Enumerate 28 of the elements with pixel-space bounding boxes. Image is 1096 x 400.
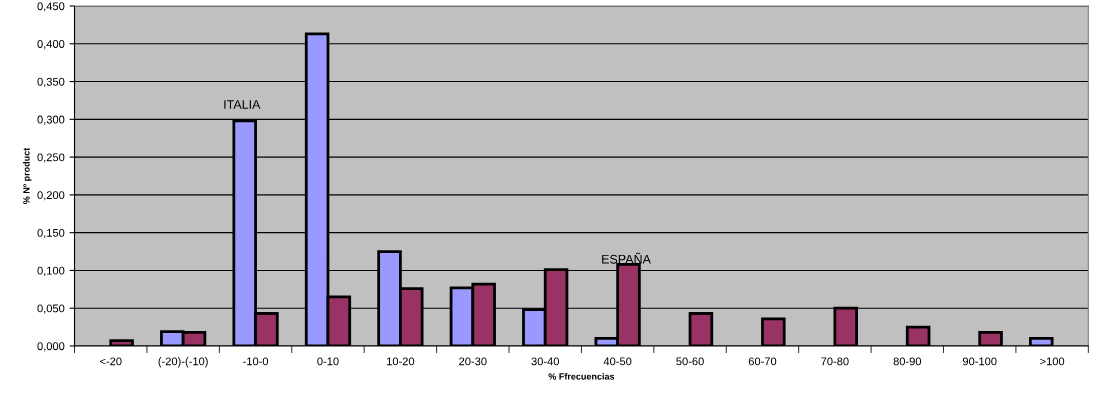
y-tick-label: 0,050 xyxy=(37,304,65,314)
x-tick-label: 90-100 xyxy=(962,357,997,366)
x-tick-label: <-20 xyxy=(100,357,122,366)
x-tick-label: 70-80 xyxy=(821,357,849,366)
y-tick-label: 0,000 xyxy=(37,342,65,352)
x-tick-label: 50-60 xyxy=(676,357,704,366)
x-tick-label: 30-40 xyxy=(531,357,559,366)
y-tick-label: 0,250 xyxy=(37,153,65,163)
y-axis-title: % Nº product xyxy=(23,147,32,204)
x-tick-label: -10-0 xyxy=(243,357,269,366)
annotation: ITALIA xyxy=(224,100,261,109)
y-tick-label: 0,100 xyxy=(37,266,65,276)
x-axis-title: % Ffrecuencias xyxy=(548,373,615,380)
x-tick-label: (-20)-(-10) xyxy=(158,357,208,368)
x-tick-label: >100 xyxy=(1040,357,1065,366)
y-tick-label: 0,300 xyxy=(37,115,65,125)
y-tick-label: 0,350 xyxy=(37,77,65,87)
x-tick-label: 20-30 xyxy=(459,357,487,366)
x-tick-label: 60-70 xyxy=(748,357,777,366)
x-tick-label: 80-90 xyxy=(893,357,922,366)
x-tick-label: 10-20 xyxy=(387,357,415,366)
y-tick-label: 0,450 xyxy=(37,2,65,12)
y-tick-label: 0,150 xyxy=(37,228,65,239)
x-tick-label: 0-10 xyxy=(317,357,339,366)
annotation: ESPAÑA xyxy=(602,252,651,264)
y-tick-label: 0,400 xyxy=(37,40,65,50)
y-tick-label: 0,200 xyxy=(37,191,65,201)
x-tick-label: 40-50 xyxy=(603,357,632,366)
